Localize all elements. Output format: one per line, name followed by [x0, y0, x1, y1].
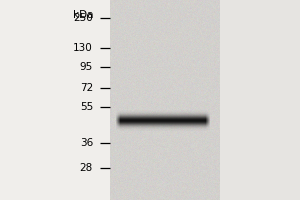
Text: 36: 36 [80, 138, 93, 148]
Text: 95: 95 [80, 62, 93, 72]
Text: 250: 250 [73, 13, 93, 23]
Text: 55: 55 [80, 102, 93, 112]
Text: kDa: kDa [73, 10, 93, 20]
Text: 72: 72 [80, 83, 93, 93]
Text: 28: 28 [80, 163, 93, 173]
Text: 130: 130 [73, 43, 93, 53]
